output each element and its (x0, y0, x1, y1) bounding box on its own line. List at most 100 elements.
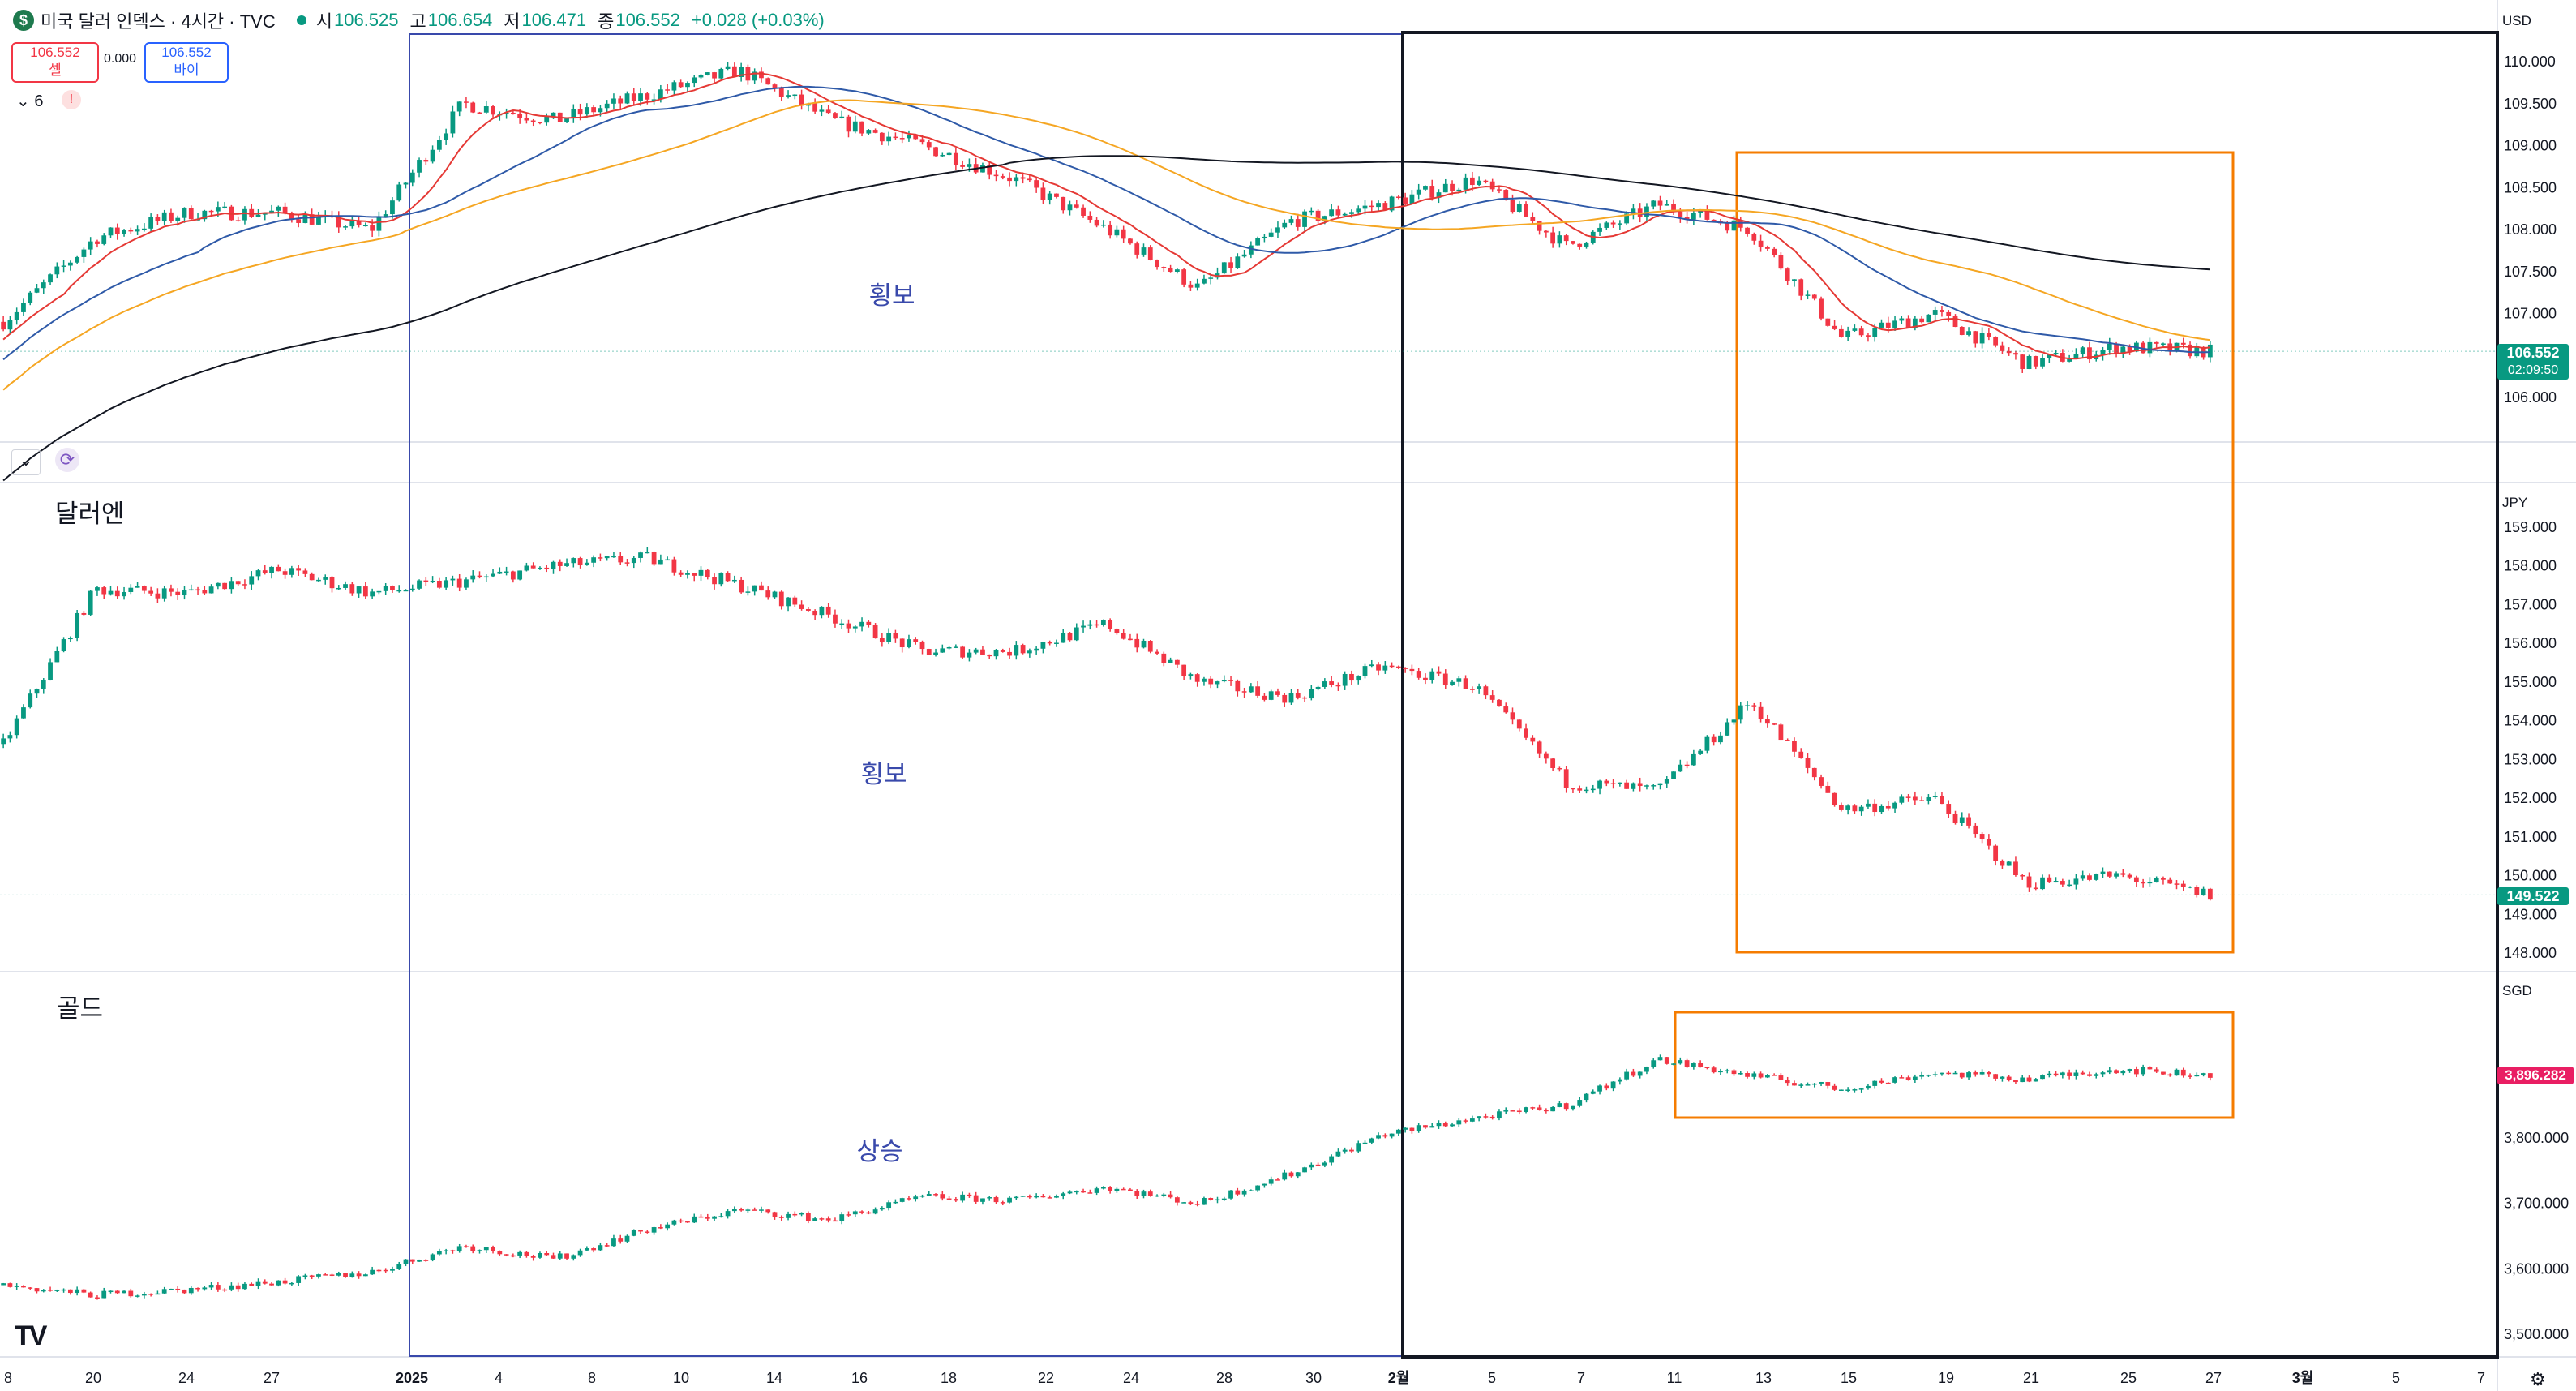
gold-candle-body (362, 1274, 368, 1277)
dxy-candle-body (255, 214, 261, 217)
usdjpy-candle-body (2107, 871, 2112, 877)
dxy-candle-body (731, 66, 737, 77)
gold-candle-body (1530, 1107, 1536, 1109)
gold-candle-body (839, 1214, 845, 1221)
dxy-candle-body (2114, 343, 2119, 354)
dxy-candle-body (1134, 243, 1140, 255)
usdjpy-candle-body (28, 693, 33, 708)
usdjpy-y-tick: 159.000 (2504, 519, 2557, 535)
usdjpy-candle-body (973, 649, 979, 653)
gold-candle-body (101, 1290, 107, 1299)
usdjpy-candle-body (1403, 668, 1408, 669)
gold-candle-body (1617, 1079, 1622, 1082)
dxy-candle-body (940, 155, 945, 157)
gold-candle-body (1631, 1071, 1636, 1076)
dxy-candle-body (1047, 193, 1052, 200)
indicator-toggle[interactable]: ⌄ 6 (16, 91, 43, 111)
gold-candle-body (886, 1202, 892, 1209)
usdjpy-unit[interactable]: JPY (2502, 495, 2528, 510)
dxy-candle-body (370, 225, 375, 231)
dxy-candle-body (1832, 325, 1837, 329)
chevron-down-icon[interactable]: ⌄ (11, 449, 41, 475)
usdjpy-candle-body (1738, 705, 1743, 720)
gold-candle-body (1872, 1080, 1878, 1086)
gold-candle-body (1463, 1120, 1468, 1122)
dxy-candle-body (1489, 181, 1495, 190)
dxy-candle-body (1825, 318, 1831, 326)
usdjpy-candle-body (658, 559, 663, 565)
dxy-candle-body (1986, 333, 1991, 337)
buy-button[interactable]: 106.552 바이 (144, 42, 229, 83)
usdjpy-candle-body (497, 571, 503, 574)
dxy-candle-body (336, 215, 341, 228)
dxy-candle-body (2013, 353, 2018, 355)
dxy-candle-body (2087, 347, 2092, 360)
gold-candle-body (1678, 1060, 1683, 1064)
dxy-unit[interactable]: USD (2502, 13, 2531, 28)
symbol-title[interactable]: 미국 달러 인덱스 · 4시간 · TVC (41, 11, 276, 32)
usdjpy-candle-body (645, 552, 650, 554)
dxy-candle-body (417, 160, 422, 173)
gold-candle-body (444, 1250, 449, 1252)
usdjpy-candle-body (577, 558, 583, 566)
usdjpy-candle-body (141, 586, 147, 591)
gold-candle-body (1691, 1063, 1696, 1067)
usdjpy-candle-body (1644, 785, 1649, 787)
gold-candle-body (504, 1254, 509, 1256)
dxy-candle-body (524, 118, 529, 121)
usdjpy-candle-body (1087, 624, 1093, 626)
usdjpy-candle-body (316, 579, 321, 582)
usdjpy-candle-body (409, 588, 415, 590)
gold-candle-body (1342, 1149, 1348, 1152)
usdjpy-candle-body (1617, 782, 1622, 784)
dxy-countdown: 02:09:50 (2507, 363, 2559, 377)
alert-icon[interactable]: ! (62, 90, 81, 109)
gold-candle-body (2141, 1067, 2146, 1075)
gold-candle-body (349, 1273, 355, 1277)
gold-candle-body (1597, 1085, 1602, 1092)
usdjpy-y-tick: 152.000 (2504, 790, 2557, 806)
gold-candle-body (967, 1194, 972, 1196)
usdjpy-candle-body (725, 573, 731, 582)
dxy-candle-body (1745, 227, 1750, 234)
dxy-y-tick: 108.500 (2504, 179, 2557, 195)
sell-button[interactable]: 106.552 셀 (11, 42, 99, 83)
usdjpy-candle-body (7, 735, 13, 739)
dxy-candle-body (1966, 331, 1971, 335)
usdjpy-candle-body (1571, 788, 1575, 790)
dxy-candle-body (430, 149, 435, 162)
gold-candle-body (940, 1194, 945, 1199)
dxy-candle-body (1637, 208, 1643, 217)
time-axis: 8 20 24 27 2025 4 8 10 14 16 18 22 24 28 30 2월 5 7 11 13 15 1… (4, 1370, 2485, 1386)
usdjpy-candle-body (1698, 750, 1704, 754)
gold-candle-body (1979, 1071, 1985, 1075)
gold-unit[interactable]: SGD (2502, 983, 2532, 998)
usdjpy-candle-body (1040, 642, 1046, 649)
dxy-candle-body (1416, 189, 1421, 195)
dxy-candle-body (1161, 267, 1167, 268)
gold-candle-body (383, 1269, 388, 1272)
gold-candle-body (182, 1289, 187, 1294)
x-tick-label: 10 (673, 1370, 689, 1386)
gold-candle-body (517, 1251, 523, 1256)
usdjpy-candle-body (1168, 659, 1173, 663)
usdjpy-candle-body (329, 577, 335, 589)
x-tick-label: 8 (588, 1370, 596, 1386)
dxy-candle-body (101, 235, 107, 244)
gold-pane-title: 골드 (57, 994, 104, 1023)
gold-candle-body (665, 1224, 671, 1229)
usdjpy-candle-body (1731, 719, 1737, 723)
gold-candle-body (1409, 1127, 1415, 1131)
usdjpy-candle-body (182, 590, 187, 595)
usdjpy-candle-body (262, 570, 268, 573)
dxy-candle-body (1919, 318, 1925, 323)
sync-icon[interactable]: ⟳ (55, 448, 79, 472)
gold-candle-body (2006, 1076, 2012, 1080)
usdjpy-candle-body (886, 633, 892, 642)
gold-candle-body (1007, 1197, 1012, 1203)
dxy-candle-body (893, 136, 898, 139)
gold-candle-body (2013, 1080, 2018, 1083)
gear-icon[interactable]: ⚙ (2530, 1369, 2546, 1389)
